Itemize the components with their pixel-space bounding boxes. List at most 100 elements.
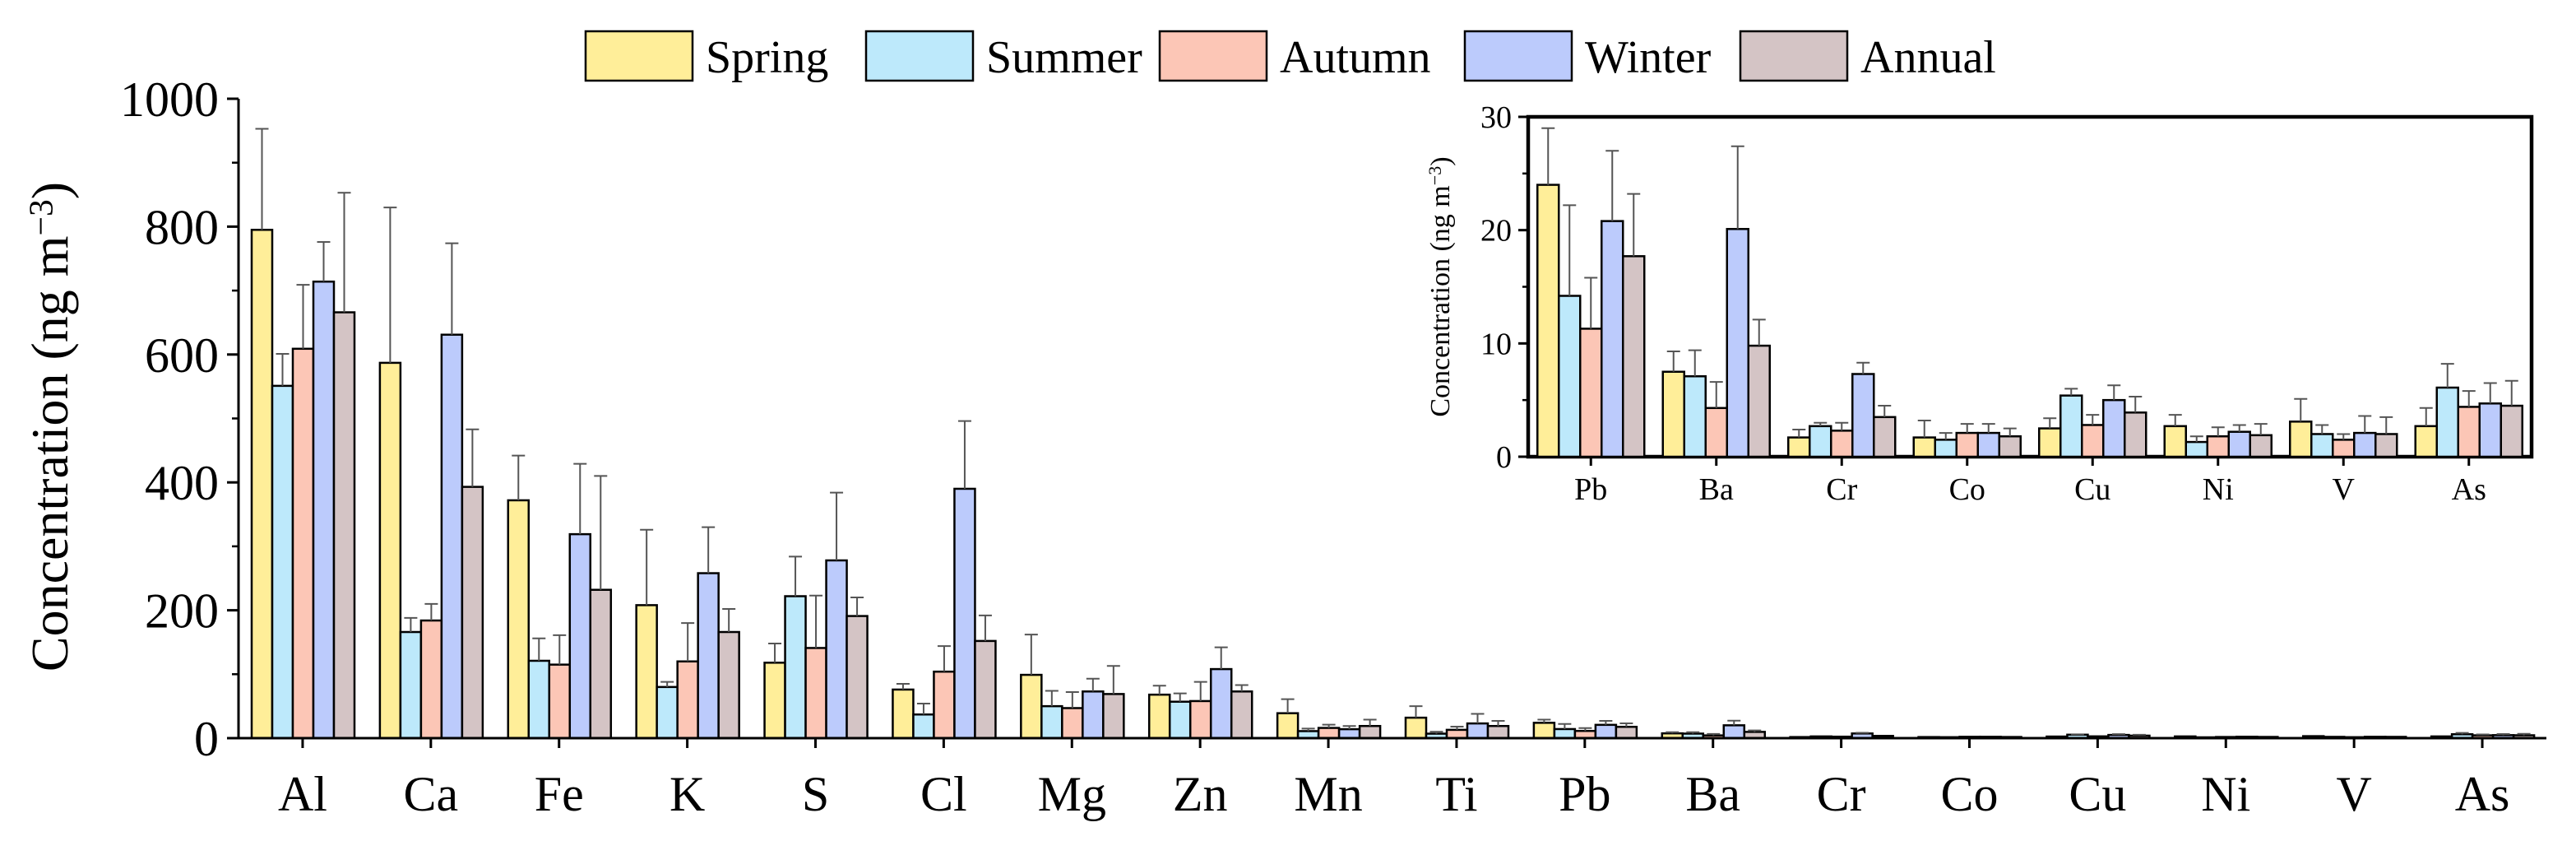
- inset-bar-summer-v: [2311, 434, 2333, 457]
- main-bar-spring-ti: [1406, 718, 1426, 738]
- main-errorbar-autumn-s: [809, 596, 822, 648]
- main-errorbar-winter-fe: [573, 464, 586, 534]
- main-bar-winter-ca: [442, 335, 462, 738]
- main-errorbar-annual-cl: [979, 616, 992, 641]
- main-bar-autumn-mn: [1318, 728, 1339, 738]
- inset-y-tick-label: 0: [1496, 440, 1512, 475]
- main-errorbar-winter-k: [702, 527, 715, 574]
- inset-bar-summer-co: [1935, 439, 1957, 457]
- main-bar-winter-cl: [954, 489, 975, 738]
- inset-x-tick-label: Ni: [2203, 472, 2234, 507]
- main-x-tick-label: Ni: [2201, 767, 2250, 821]
- legend-label: Winter: [1585, 32, 1712, 83]
- inset-bar-autumn-cu: [2082, 425, 2103, 457]
- main-bar-winter-ba: [1724, 725, 1744, 738]
- legend-item-summer: Summer: [866, 31, 1142, 83]
- main-bar-autumn-ti: [1447, 730, 1467, 738]
- main-errorbar-winter-cl: [958, 421, 971, 489]
- main-x-tick-label: Fe: [535, 767, 584, 821]
- legend-item-winter: Winter: [1465, 31, 1712, 83]
- main-x-tick-label: Zn: [1173, 767, 1228, 821]
- main-y-axis-label-exp: −3: [21, 199, 59, 235]
- main-x-tick-label: As: [2455, 767, 2510, 821]
- main-bar-autumn-cl: [934, 671, 954, 738]
- legend-swatch: [586, 31, 693, 81]
- main-bar-autumn-k: [678, 662, 698, 738]
- main-bar-summer-fe: [529, 661, 549, 738]
- inset-bar-summer-ni: [2186, 442, 2208, 457]
- main-errorbar-autumn-zn: [1194, 682, 1207, 701]
- main-y-axis-label-close: ): [21, 182, 79, 199]
- main-x-tick-label: Ca: [404, 767, 459, 821]
- legend-label: Annual: [1860, 32, 1996, 83]
- main-errorbar-summer-s: [789, 556, 802, 596]
- main-errorbar-autumn-ca: [424, 604, 438, 620]
- main-errorbar-winter-ti: [1471, 713, 1485, 723]
- main-bar-spring-k: [637, 605, 657, 738]
- main-bar-summer-zn: [1170, 702, 1190, 738]
- inset-x-tick-label: Cr: [1826, 472, 1857, 507]
- main-y-axis-label-base: Concentration (ng m: [21, 235, 79, 671]
- inset-bar-autumn-ba: [1706, 408, 1727, 457]
- inset-x-tick-label: V: [2333, 472, 2356, 507]
- main-x-tick-label: Cr: [1817, 767, 1866, 821]
- main-y-tick-label: 600: [145, 328, 219, 383]
- main-bar-autumn-s: [806, 648, 827, 738]
- main-errorbar-winter-ca: [445, 244, 458, 335]
- inset-bar-autumn-v: [2333, 439, 2354, 457]
- main-bar-spring-zn: [1149, 695, 1170, 738]
- inset-bar-winter-ba: [1727, 229, 1749, 457]
- main-errorbar-winter-mg: [1086, 679, 1100, 692]
- main-errorbar-summer-fe: [532, 639, 545, 661]
- main-x-tick-label: K: [669, 767, 705, 821]
- inset-bar-spring-ni: [2165, 426, 2186, 457]
- inset-bar-spring-co: [1914, 438, 1935, 457]
- main-errorbar-spring-k: [640, 530, 653, 606]
- inset-bar-autumn-as: [2458, 407, 2480, 457]
- inset-bar-autumn-cr: [1831, 430, 1852, 457]
- main-errorbar-spring-al: [256, 129, 269, 230]
- inset-bar-summer-ba: [1684, 376, 1706, 457]
- main-bar-spring-ca: [380, 363, 401, 738]
- main-errorbar-annual-al: [338, 193, 351, 312]
- inset-bar-summer-cu: [2060, 396, 2082, 457]
- main-bar-summer-s: [785, 597, 806, 738]
- main-bar-summer-mg: [1041, 706, 1062, 738]
- inset-bar-annual-co: [1999, 436, 2021, 457]
- inset-bar-summer-cr: [1809, 426, 1831, 457]
- main-errorbar-spring-ca: [383, 207, 396, 363]
- legend-label: Spring: [706, 32, 828, 83]
- main-errorbar-autumn-mg: [1066, 692, 1079, 708]
- inset-y-tick-label: 30: [1480, 100, 1512, 135]
- inset-bar-spring-cu: [2039, 429, 2060, 457]
- main-y-tick-label: 1000: [120, 72, 219, 127]
- main-errorbar-annual-cu: [2133, 735, 2146, 736]
- main-bar-winter-s: [827, 560, 847, 738]
- main-bar-spring-al: [252, 230, 272, 738]
- legend-swatch: [866, 31, 973, 81]
- inset-bar-autumn-pb: [1580, 328, 1601, 457]
- main-errorbar-annual-s: [850, 597, 864, 616]
- main-y-tick-label: 200: [145, 584, 219, 639]
- main-bar-annual-k: [719, 632, 739, 738]
- main-x-tick-label: Co: [1940, 767, 1998, 821]
- main-bar-annual-ti: [1488, 726, 1508, 738]
- main-bar-annual-cl: [975, 641, 995, 738]
- inset-bar-summer-as: [2437, 388, 2458, 457]
- inset-bar-annual-cu: [2124, 412, 2146, 457]
- main-errorbar-autumn-fe: [553, 635, 566, 665]
- inset-y-axis-label: Concentration (ng m−3): [1425, 156, 1456, 416]
- main-x-tick-label: Ti: [1435, 767, 1477, 821]
- main-bar-autumn-ca: [421, 620, 442, 738]
- main-x-tick-label: Cu: [2069, 767, 2126, 821]
- legend-item-annual: Annual: [1740, 31, 1996, 83]
- main-errorbar-summer-cl: [917, 704, 930, 714]
- inset-bar-annual-cr: [1874, 417, 1895, 457]
- main-bar-annual-s: [847, 616, 868, 738]
- main-bar-winter-pb: [1596, 725, 1616, 738]
- inset-bar-winter-cu: [2103, 400, 2124, 457]
